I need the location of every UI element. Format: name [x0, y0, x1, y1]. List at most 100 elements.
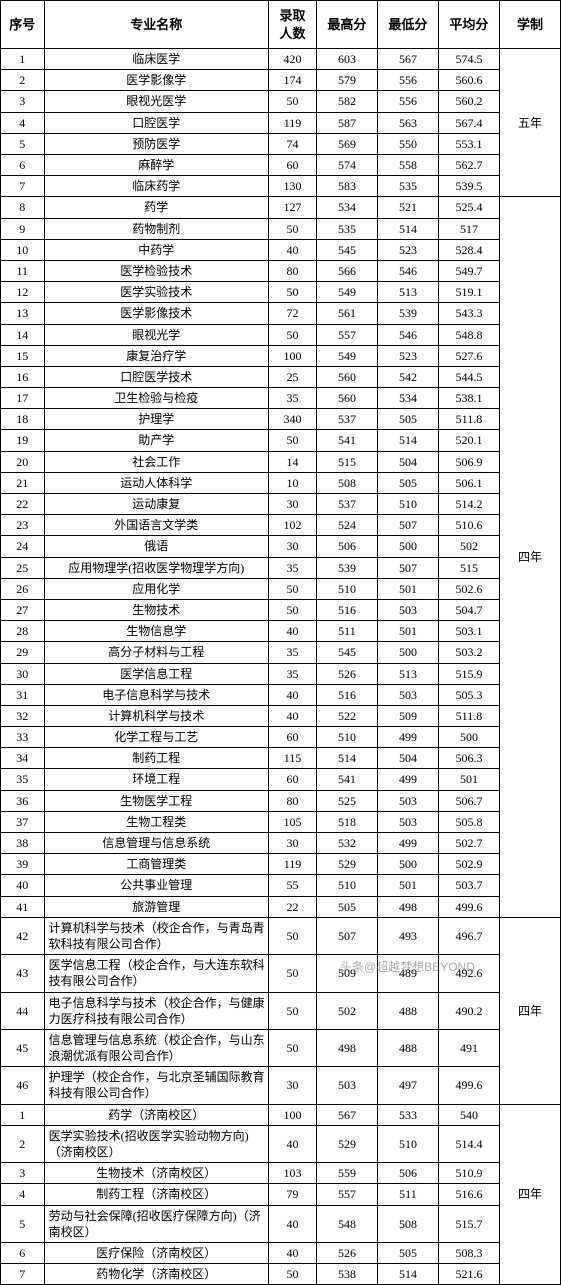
cell-high: 502: [316, 992, 377, 1029]
table-row: 31电子信息科学与技术40516503505.3: [1, 684, 561, 705]
cell-major: 旅游管理: [44, 896, 268, 917]
cell-major: 计算机科学与技术: [44, 705, 268, 726]
cell-index: 9: [1, 218, 45, 239]
cell-high: 510: [316, 875, 377, 896]
cell-avg: 502.7: [438, 833, 499, 854]
cell-low: 506: [377, 1163, 438, 1184]
cell-admit: 30: [269, 1067, 317, 1104]
cell-index: 39: [1, 854, 45, 875]
cell-low: 501: [377, 621, 438, 642]
cell-high: 535: [316, 218, 377, 239]
table-row: 3眼视光医学50582556560.2: [1, 91, 561, 112]
cell-major: 制药工程（济南校区）: [44, 1184, 268, 1205]
cell-high: 526: [316, 1242, 377, 1263]
col-high-score: 最高分: [316, 1, 377, 49]
cell-major: 生物信息学: [44, 621, 268, 642]
cell-admit: 30: [269, 536, 317, 557]
cell-avg: 514.4: [438, 1125, 499, 1162]
cell-avg: 527.6: [438, 345, 499, 366]
cell-major: 医学实验技术(招收医学实验动物方向)（济南校区）: [44, 1125, 268, 1162]
cell-low: 558: [377, 155, 438, 176]
cell-avg: 519.1: [438, 282, 499, 303]
cell-low: 499: [377, 833, 438, 854]
cell-low: 507: [377, 557, 438, 578]
cell-low: 514: [377, 1264, 438, 1285]
cell-index: 7: [1, 1264, 45, 1285]
cell-high: 529: [316, 854, 377, 875]
cell-high: 538: [316, 1264, 377, 1285]
cell-low: 510: [377, 1125, 438, 1162]
cell-high: 532: [316, 833, 377, 854]
cell-low: 503: [377, 811, 438, 832]
cell-index: 6: [1, 1242, 45, 1263]
cell-low: 505: [377, 1242, 438, 1263]
cell-low: 542: [377, 366, 438, 387]
cell-index: 8: [1, 197, 45, 218]
cell-high: 548: [316, 1205, 377, 1242]
cell-major: 中药学: [44, 239, 268, 260]
cell-high: 541: [316, 430, 377, 451]
cell-index: 4: [1, 1184, 45, 1205]
cell-low: 546: [377, 260, 438, 281]
table-row: 41旅游管理22505498499.6: [1, 896, 561, 917]
cell-admit: 30: [269, 833, 317, 854]
cell-major: 应用物理学(招收医学物理学方向): [44, 557, 268, 578]
cell-index: 15: [1, 345, 45, 366]
table-row: 7药物化学（济南校区）50538514521.6: [1, 1264, 561, 1285]
cell-index: 34: [1, 748, 45, 769]
cell-major: 医学信息工程（校企合作，与大连东软科技有限公司合作）: [44, 955, 268, 992]
table-row: 28生物信息学40511501503.1: [1, 621, 561, 642]
cell-admit: 115: [269, 748, 317, 769]
cell-high: 582: [316, 91, 377, 112]
cell-avg: 499.6: [438, 896, 499, 917]
cell-avg: 492.6: [438, 955, 499, 992]
cell-index: 36: [1, 790, 45, 811]
cell-low: 523: [377, 345, 438, 366]
cell-major: 信息管理与信息系统: [44, 833, 268, 854]
col-duration: 学制: [499, 1, 560, 49]
cell-high: 574: [316, 155, 377, 176]
cell-index: 16: [1, 366, 45, 387]
cell-admit: 10: [269, 472, 317, 493]
cell-avg: 560.2: [438, 91, 499, 112]
cell-major: 药学: [44, 197, 268, 218]
cell-low: 509: [377, 705, 438, 726]
cell-high: 510: [316, 727, 377, 748]
cell-admit: 100: [269, 345, 317, 366]
cell-high: 506: [316, 536, 377, 557]
cell-avg: 560.6: [438, 70, 499, 91]
cell-low: 503: [377, 790, 438, 811]
table-row: 5预防医学74569550553.1: [1, 133, 561, 154]
cell-major: 计算机科学与技术（校企合作，与青岛青软科技有限公司合作）: [44, 917, 268, 954]
cell-high: 541: [316, 769, 377, 790]
cell-index: 42: [1, 917, 45, 954]
cell-index: 5: [1, 1205, 45, 1242]
table-row: 35环境工程60541499501: [1, 769, 561, 790]
cell-admit: 55: [269, 875, 317, 896]
table-row: 6医疗保险（济南校区）40526505508.3: [1, 1242, 561, 1263]
table-row: 24俄语30506500502: [1, 536, 561, 557]
cell-avg: 504.7: [438, 599, 499, 620]
cell-high: 549: [316, 282, 377, 303]
cell-major: 公共事业管理: [44, 875, 268, 896]
cell-avg: 544.5: [438, 366, 499, 387]
cell-major: 医学信息工程: [44, 663, 268, 684]
cell-high: 560: [316, 388, 377, 409]
cell-low: 488: [377, 992, 438, 1029]
col-low-score: 最低分: [377, 1, 438, 49]
cell-avg: 515.9: [438, 663, 499, 684]
cell-major: 药物化学（济南校区）: [44, 1264, 268, 1285]
cell-avg: 528.4: [438, 239, 499, 260]
table-row: 1临床医学420603567574.5五年: [1, 49, 561, 70]
cell-low: 556: [377, 70, 438, 91]
cell-high: 526: [316, 663, 377, 684]
cell-major: 口腔医学: [44, 112, 268, 133]
cell-index: 41: [1, 896, 45, 917]
cell-admit: 50: [269, 599, 317, 620]
table-row: 12医学实验技术50549513519.1: [1, 282, 561, 303]
cell-index: 5: [1, 133, 45, 154]
table-row: 25应用物理学(招收医学物理学方向)35539507515: [1, 557, 561, 578]
cell-admit: 119: [269, 854, 317, 875]
cell-major: 信息管理与信息系统（校企合作，与山东浪潮优派有限公司合作）: [44, 1029, 268, 1066]
cell-admit: 14: [269, 451, 317, 472]
